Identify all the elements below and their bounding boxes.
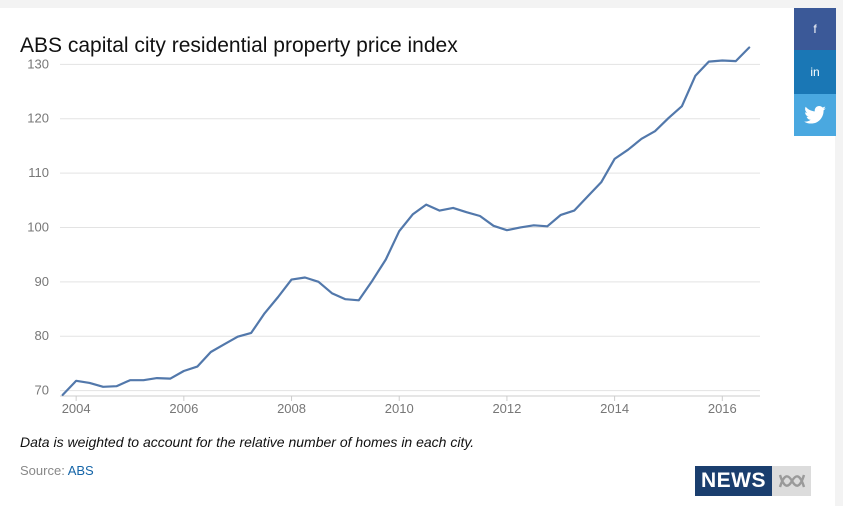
series-line-0: [61, 46, 751, 396]
data-point: [585, 193, 591, 199]
data-point: [639, 136, 645, 142]
data-point: [531, 222, 537, 228]
abc-news-logo: NEWS: [695, 466, 811, 496]
data-point: [719, 58, 725, 64]
data-point: [517, 224, 523, 230]
data-point: [571, 208, 577, 214]
source-label: Source:: [20, 463, 65, 478]
top-border: [0, 0, 843, 8]
data-point: [450, 205, 456, 211]
right-border: [835, 0, 843, 506]
chart-note: Data is weighted to account for the rela…: [20, 434, 475, 450]
facebook-icon: f: [813, 22, 817, 36]
data-point: [262, 310, 268, 316]
data-point: [154, 375, 160, 381]
data-point: [356, 297, 362, 303]
data-point: [194, 364, 200, 370]
data-point: [289, 277, 295, 283]
x-tick-label: 2016: [708, 401, 737, 416]
data-point: [87, 380, 93, 386]
source-line: Source: ABS: [20, 463, 94, 478]
data-point: [437, 208, 443, 214]
series-layer: [60, 45, 752, 398]
data-point: [221, 341, 227, 347]
data-point: [167, 376, 173, 382]
source-link[interactable]: ABS: [67, 463, 94, 478]
data-point: [329, 290, 335, 296]
x-tick-label: 2012: [492, 401, 521, 416]
linkedin-share-button[interactable]: in: [794, 50, 836, 94]
abc-logo-icon: [772, 466, 811, 496]
data-point: [491, 223, 497, 229]
twitter-share-button[interactable]: [794, 94, 836, 136]
y-tick-label: 90: [35, 274, 49, 289]
share-bar: f in: [794, 8, 836, 136]
data-point: [504, 227, 510, 233]
x-tick-label: 2014: [600, 401, 629, 416]
data-point: [692, 73, 698, 79]
y-tick-label: 70: [35, 383, 49, 398]
data-point: [464, 209, 470, 215]
data-point: [625, 147, 631, 153]
data-point: [114, 383, 120, 389]
data-point: [100, 384, 106, 390]
y-tick-label: 130: [27, 56, 49, 71]
x-tick-label: 2008: [277, 401, 306, 416]
x-tick-labels: 2004 2006 2008 2010 2012 2014 2016: [62, 401, 737, 416]
data-point: [235, 334, 241, 340]
data-point: [477, 213, 483, 219]
data-point: [60, 392, 66, 398]
data-point: [127, 377, 133, 383]
data-point: [302, 275, 308, 281]
chart-title: ABS capital city residential property pr…: [20, 34, 458, 57]
data-point: [558, 212, 564, 218]
data-point: [342, 296, 348, 302]
grid-lines: [60, 63, 760, 392]
y-tick-label: 80: [35, 328, 49, 343]
data-point: [383, 257, 389, 263]
data-point: [396, 228, 402, 234]
data-point: [73, 378, 79, 384]
data-point: [746, 45, 752, 51]
data-point: [423, 202, 429, 208]
x-axis: [60, 395, 760, 401]
data-point: [181, 368, 187, 374]
data-point: [666, 115, 672, 121]
x-tick-label: 2006: [169, 401, 198, 416]
y-tick-label: 100: [27, 219, 49, 234]
y-tick-labels: 70 80 90 100 110 120 130: [27, 56, 49, 397]
twitter-icon: [804, 106, 826, 124]
data-point: [544, 223, 550, 229]
news-logo-text: NEWS: [695, 466, 772, 496]
data-point: [679, 103, 685, 109]
data-point: [369, 278, 375, 284]
x-tick-label: 2004: [62, 401, 91, 416]
x-tick-label: 2010: [385, 401, 414, 416]
data-point: [733, 58, 739, 64]
data-point: [248, 330, 254, 336]
data-point: [410, 211, 416, 217]
facebook-share-button[interactable]: f: [794, 8, 836, 50]
data-point: [316, 279, 322, 285]
y-tick-label: 120: [27, 111, 49, 126]
data-point: [706, 59, 712, 65]
y-tick-label: 110: [28, 165, 49, 180]
data-point: [141, 377, 147, 383]
data-point: [598, 179, 604, 185]
data-point: [612, 156, 618, 162]
data-point: [275, 294, 281, 300]
data-point: [208, 349, 214, 355]
linkedin-icon: in: [810, 65, 820, 79]
data-point: [652, 128, 658, 134]
